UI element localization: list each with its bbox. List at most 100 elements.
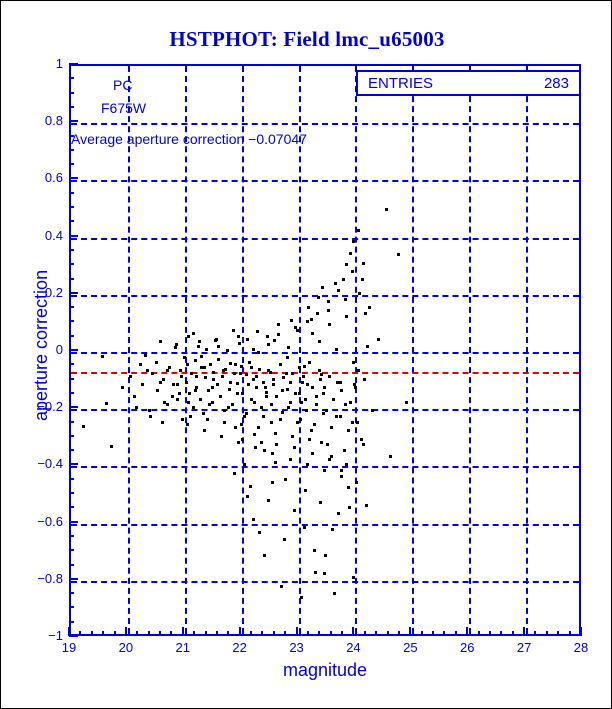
scatter-point: [389, 454, 393, 458]
scatter-point: [318, 369, 322, 373]
scatter-point: [347, 429, 351, 433]
scatter-point: [224, 367, 228, 371]
scatter-point: [251, 377, 255, 381]
scatter-point: [339, 414, 343, 418]
scatter-point: [246, 337, 250, 341]
annotation-filter: F675W: [101, 100, 147, 116]
scatter-point: [267, 499, 271, 503]
x-tick-label: 21: [175, 640, 190, 655]
scatter-point: [227, 387, 231, 391]
scatter-point: [225, 349, 229, 353]
scatter-point: [294, 326, 298, 330]
scatter-point: [155, 389, 159, 393]
x-tick-minor: [147, 631, 150, 636]
scatter-point: [285, 356, 289, 360]
y-tick-major: [69, 63, 78, 65]
scatter-point: [261, 414, 265, 418]
scatter-point: [144, 353, 148, 357]
scatter-point: [231, 329, 235, 333]
gridline-horizontal: [71, 580, 579, 583]
scatter-point: [250, 366, 254, 370]
scatter-point: [184, 380, 188, 384]
y-tick-minor: [69, 320, 74, 323]
scatter-point: [312, 549, 316, 553]
x-tick-minor: [204, 631, 207, 636]
scatter-point: [335, 380, 339, 384]
scatter-point: [304, 397, 308, 401]
y-tick-label: −0.4: [37, 456, 63, 472]
x-tick-minor: [90, 631, 93, 636]
scatter-point: [294, 391, 298, 395]
plot-canvas: [71, 66, 579, 634]
scatter-point: [316, 296, 320, 300]
x-tick-major: [523, 627, 526, 636]
x-tick-label: 23: [289, 640, 304, 655]
gridline-horizontal: [71, 523, 579, 526]
scatter-point: [261, 380, 265, 384]
scatter-point: [177, 391, 181, 395]
x-tick-major: [295, 627, 298, 636]
scatter-point: [287, 346, 291, 350]
y-tick-minor: [69, 134, 74, 137]
scatter-point: [149, 414, 153, 418]
x-tick-major: [580, 627, 582, 636]
scatter-point: [316, 311, 320, 315]
scatter-point: [335, 414, 339, 418]
scatter-point: [248, 484, 252, 488]
scatter-point: [295, 329, 299, 333]
scatter-point: [239, 364, 243, 368]
scatter-point: [148, 409, 151, 413]
x-tick-major: [124, 627, 127, 636]
scatter-point: [246, 383, 250, 387]
scatter-point: [297, 366, 301, 370]
y-tick-minor: [69, 534, 74, 537]
scatter-point: [215, 383, 219, 387]
scatter-point: [133, 394, 137, 398]
x-tick-minor: [250, 631, 253, 636]
x-tick-label: 25: [403, 640, 418, 655]
entries-value: 283: [543, 75, 569, 92]
scatter-point: [226, 406, 230, 410]
scatter-point: [146, 369, 150, 373]
scatter-point: [284, 371, 288, 375]
scatter-point: [272, 383, 276, 387]
scatter-point: [265, 394, 269, 398]
scatter-point: [241, 437, 245, 441]
scatter-point: [340, 469, 344, 473]
scatter-point: [339, 474, 343, 478]
scatter-point: [191, 406, 195, 410]
annotation-detector: PC: [113, 77, 133, 93]
scatter-point: [309, 429, 313, 433]
scatter-point: [352, 383, 356, 387]
y-tick-minor: [69, 191, 74, 194]
x-tick-major: [68, 627, 70, 636]
scatter-point: [183, 356, 187, 360]
scatter-point: [249, 397, 253, 401]
scatter-point: [244, 411, 248, 415]
scatter-point: [269, 403, 273, 407]
scatter-point: [324, 553, 328, 557]
scatter-point: [160, 420, 164, 424]
scatter-point: [334, 347, 338, 351]
scatter-point: [154, 360, 158, 364]
scatter-point: [348, 506, 352, 510]
scatter-point: [275, 394, 279, 398]
scatter-point: [202, 411, 206, 415]
scatter-point: [320, 286, 324, 290]
scatter-point: [288, 457, 292, 461]
scatter-point: [260, 406, 264, 410]
y-tick-minor: [69, 77, 74, 80]
x-tick-major: [238, 627, 241, 636]
scatter-point: [328, 323, 332, 327]
x-tick-minor: [329, 631, 332, 636]
scatter-point: [356, 228, 360, 232]
x-tick-label: 19: [61, 640, 77, 655]
y-tick-label: −1: [48, 628, 63, 643]
scatter-point: [233, 472, 237, 476]
scatter-point: [290, 319, 294, 323]
x-tick-label: 26: [459, 640, 475, 655]
x-tick-major: [352, 627, 355, 636]
scatter-point: [353, 386, 357, 390]
scatter-point: [278, 363, 282, 367]
scatter-point: [334, 281, 338, 285]
